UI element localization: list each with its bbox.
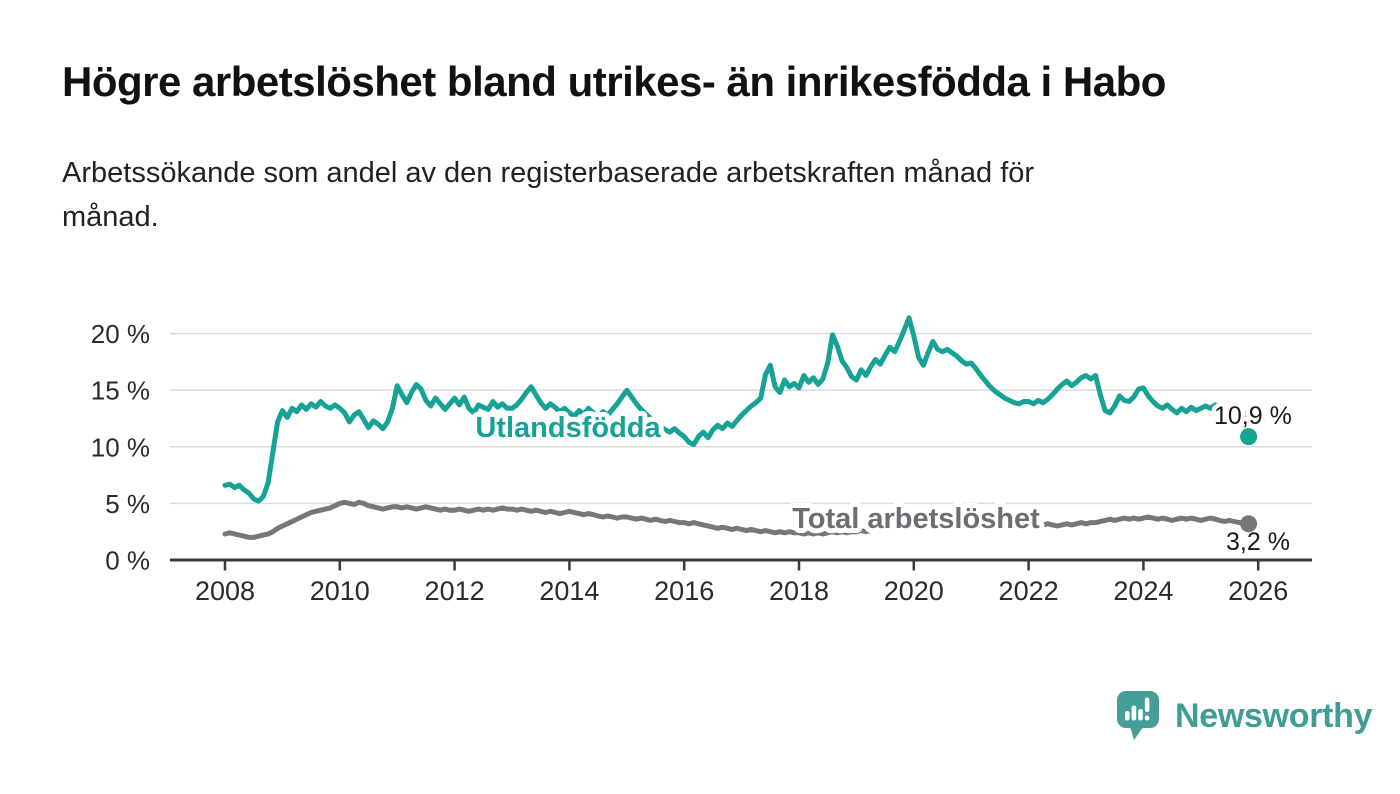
logo-exclamation-bar	[1144, 697, 1150, 712]
logo-bubble-shape	[1117, 691, 1159, 740]
x-axis-label-2008: 2008	[195, 576, 255, 606]
series-label-utlandsfodda: Utlandsfödda	[475, 412, 661, 444]
page-subtitle-line1: Arbetssökande som andel av den registerb…	[62, 157, 1035, 189]
end-value-label-total: 3,2 %	[1226, 528, 1290, 556]
newsworthy-logo-icon	[1117, 691, 1159, 740]
y-axis-label-15: 15 %	[91, 376, 150, 406]
y-axis-label-10: 10 %	[91, 432, 150, 462]
series-label-total-arbetsloshet: Total arbetslöshet	[792, 503, 1040, 535]
page-subtitle-line2: månad.	[62, 200, 159, 233]
x-axis-label-2010: 2010	[310, 576, 370, 606]
chart-endpoint-layer	[1240, 428, 1258, 533]
x-axis-label-2026: 2026	[1228, 576, 1288, 606]
end-value-label-utlandsfodda: 10,9 %	[1214, 402, 1292, 430]
series-line-utlandsf-dda	[222, 315, 1252, 504]
logo-bar-1	[1125, 711, 1130, 721]
newsworthy-logo: Newsworthy	[1116, 690, 1373, 742]
logo-exclamation-dot	[1144, 715, 1150, 721]
x-axis-label-2016: 2016	[654, 576, 714, 606]
latest-point-total-arbetsl-shet	[1240, 515, 1258, 533]
x-axis-label-2012: 2012	[425, 576, 485, 606]
y-axis-label-0: 0 %	[105, 546, 150, 576]
y-axis-label-5: 5 %	[105, 489, 150, 519]
latest-point-utlandsf-dda	[1240, 428, 1258, 446]
y-axis-label-20: 20 %	[91, 319, 150, 349]
page-subtitle: Arbetssökande som andel av den registerb…	[62, 152, 1282, 239]
unemployment-line-chart: 0 % 5 % 10 % 15 % 20 % 2008 2010 2012 2014 2016 20…	[0, 282, 1400, 622]
x-axis-label-2018: 2018	[769, 576, 829, 606]
newsworthy-logo-text: Newsworthy	[1175, 696, 1373, 735]
chart-canvas: 0 % 5 % 10 % 15 % 20 % 2008 2010 2012 2014 2016 20…	[91, 315, 1312, 606]
chart-generated-layer: 0 % 5 % 10 % 15 % 20 % 2008 2010 2012 2014 2016 20…	[91, 315, 1312, 606]
series-line-total-arbetsl-shet	[222, 499, 1252, 540]
page-title: Högre arbetslöshet bland utrikes- än inr…	[62, 58, 1166, 105]
x-axis-label-2020: 2020	[884, 576, 944, 606]
x-axis-label-2022: 2022	[999, 576, 1059, 606]
x-axis-label-2024: 2024	[1113, 576, 1173, 606]
x-axis-label-2014: 2014	[539, 576, 599, 606]
logo-bar-3	[1138, 709, 1143, 721]
logo-bar-2	[1131, 705, 1137, 721]
